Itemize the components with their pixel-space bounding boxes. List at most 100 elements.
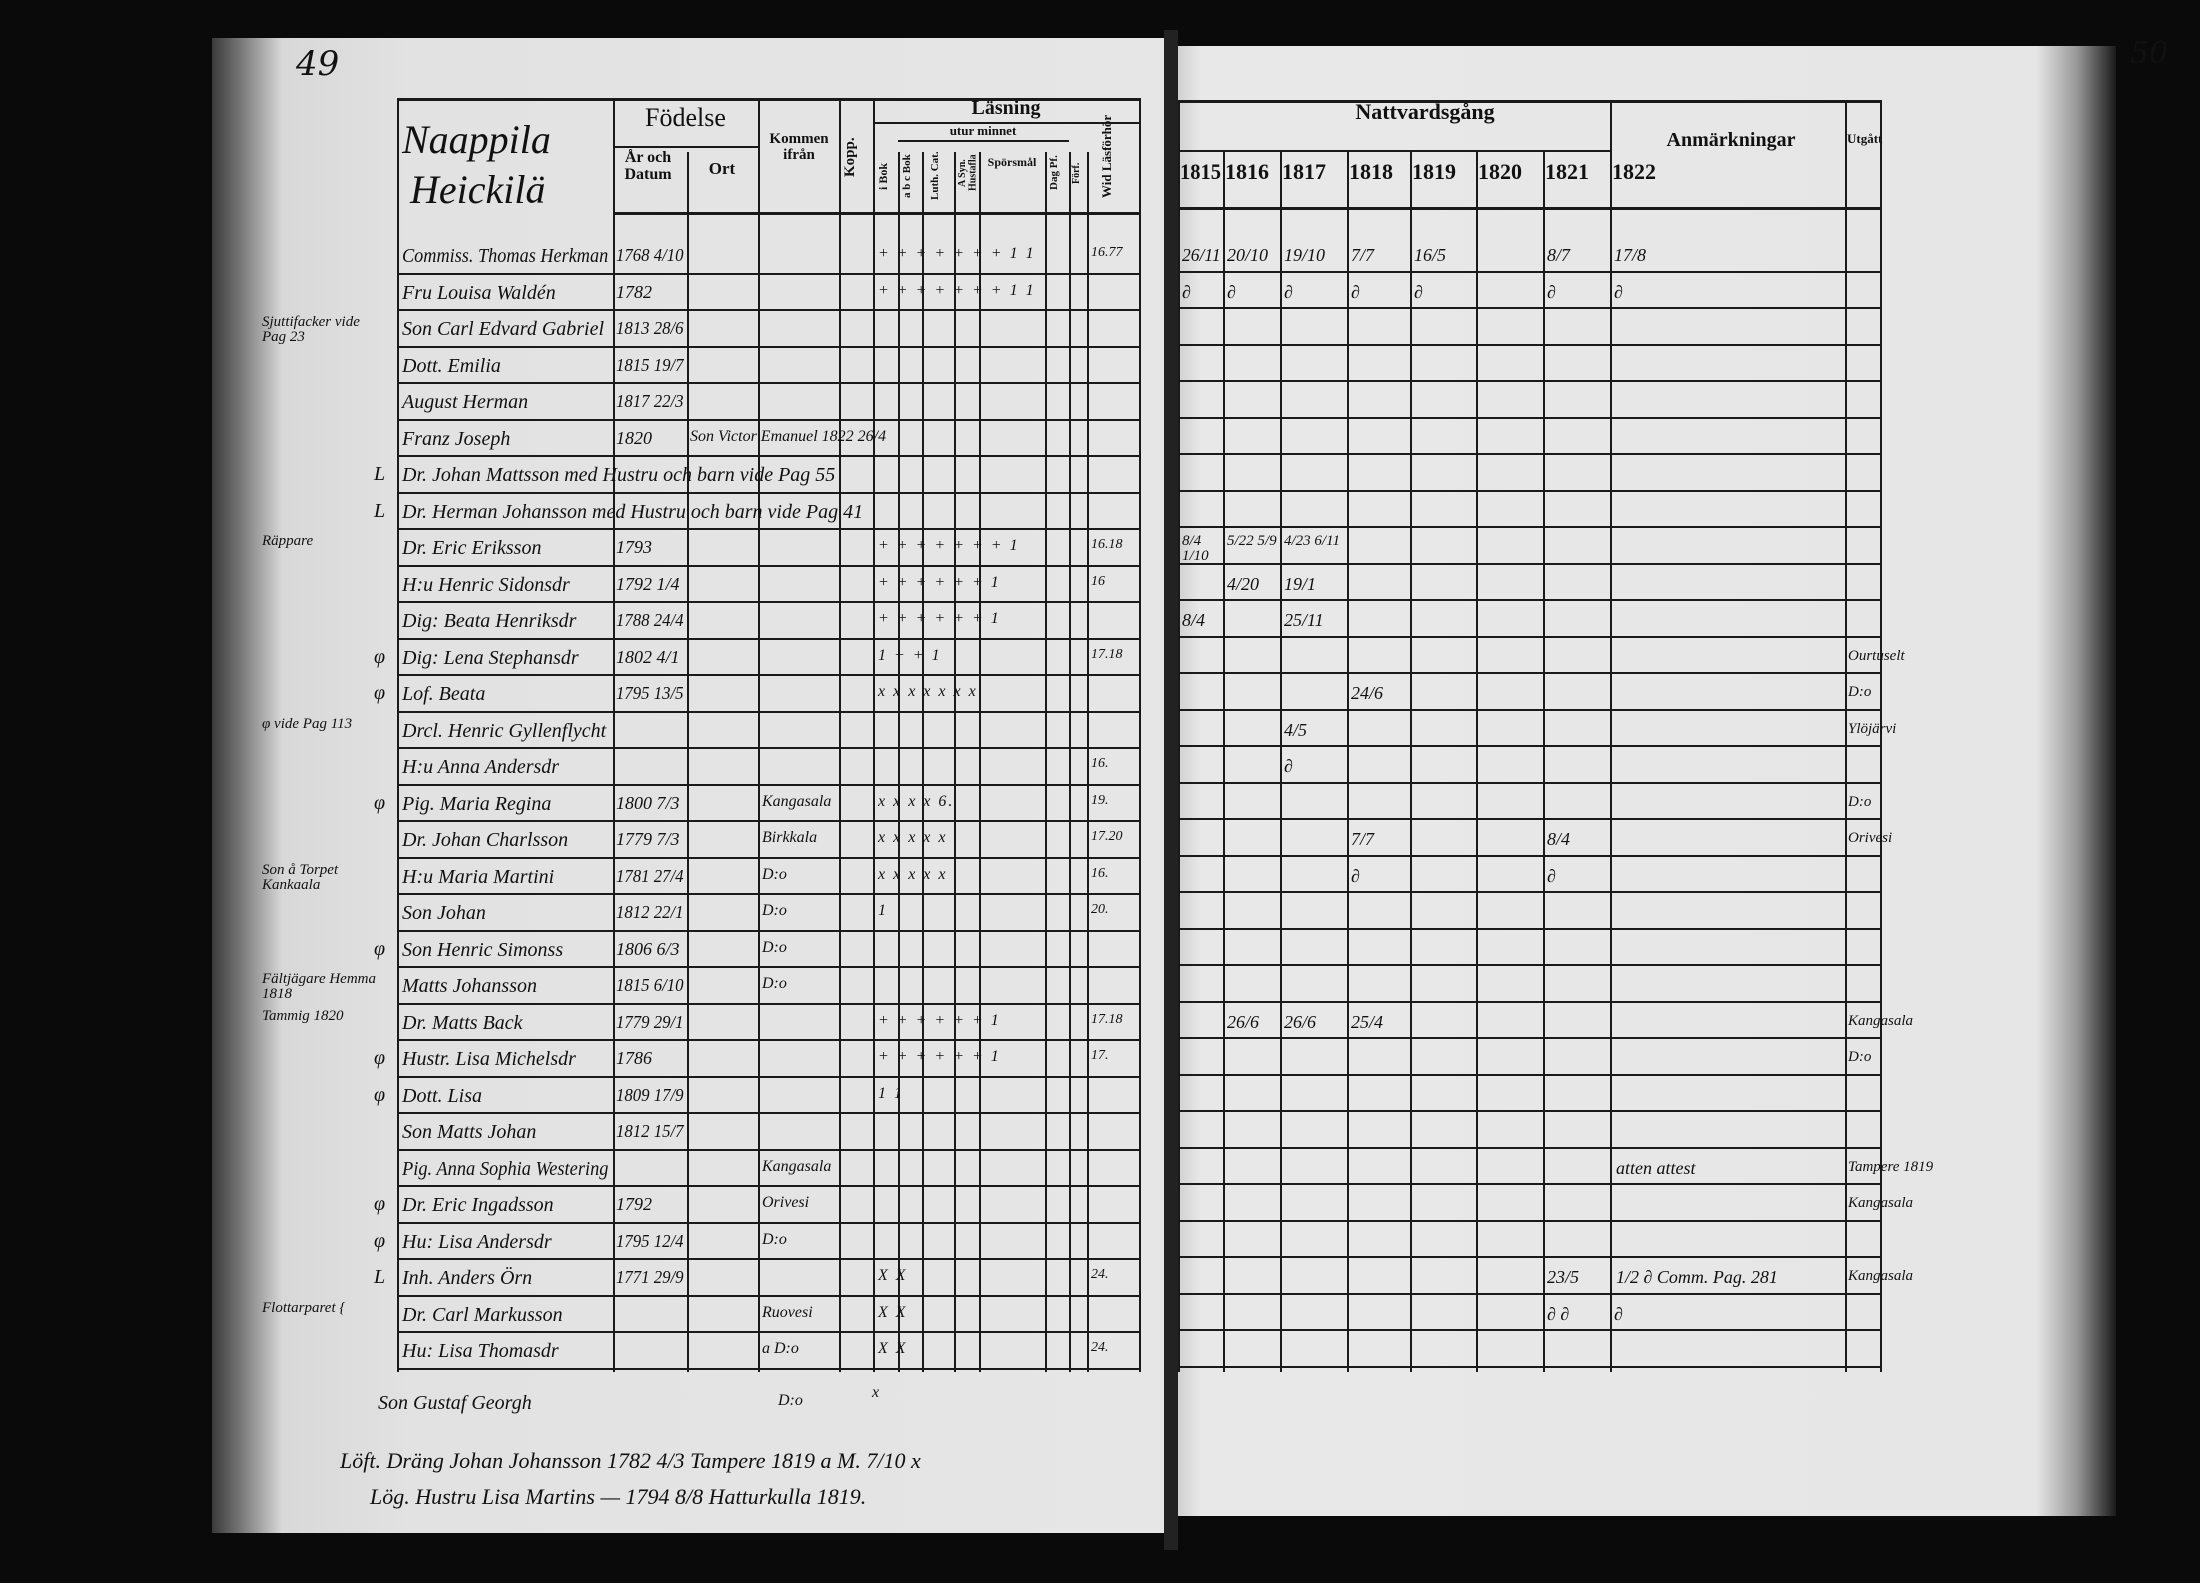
column-rule	[397, 98, 399, 1372]
row-rule	[397, 1258, 1141, 1260]
row-birth-date: 1813 28/6	[616, 318, 684, 338]
row-rule	[1178, 599, 1882, 601]
row-birth-date: 1781 27/4	[616, 865, 684, 886]
margin-note: L	[374, 499, 386, 522]
row-rule	[1178, 1037, 1882, 1039]
row-rule	[397, 418, 1141, 421]
row-rule	[397, 309, 1141, 311]
village-title-line1: Naappila	[402, 117, 551, 162]
header-year-1821: 1821	[1545, 159, 1589, 184]
row-rule	[1178, 964, 1882, 966]
row-last-column: 16.	[1091, 756, 1109, 771]
column-rule	[1223, 150, 1225, 1372]
row-birth-date: 1768 4/10	[616, 245, 684, 265]
row-birth-date: 1793	[616, 537, 652, 557]
column-rule	[687, 152, 689, 1372]
row-name: Hu: Lisa Thomasdr	[402, 1340, 559, 1362]
row-rule	[1178, 526, 1882, 528]
utgatt-note: Ourtuselt	[1848, 647, 1905, 664]
column-rule	[979, 152, 981, 1372]
row-rule	[1178, 927, 1882, 930]
row-rule	[1178, 1256, 1882, 1258]
row-rule	[1178, 416, 1882, 419]
header-year-1820: 1820	[1478, 159, 1522, 184]
column-rule	[1410, 150, 1412, 1372]
row-last-column: 24.	[1091, 1267, 1109, 1282]
communion-date: 8/4	[1547, 829, 1571, 849]
row-rule	[1178, 1292, 1882, 1295]
communion-date: 26/6	[1284, 1011, 1317, 1032]
column-rule	[1178, 100, 1180, 1372]
row-name: Dr. Johan Mattsson med Hustru och barn v…	[402, 464, 836, 486]
row-rule	[397, 783, 1141, 786]
row-name: Dr. Eric Ingadsson	[402, 1194, 554, 1216]
row-birth-date: 1809 17/9	[616, 1084, 684, 1105]
communion-date: 8/4 1/10	[1182, 533, 1209, 564]
column-rule	[1139, 98, 1141, 1372]
row-last-column: 19.	[1091, 792, 1109, 808]
footer-note-1: Löft. Dräng Johan Johansson 1782 4/3 Tam…	[340, 1448, 921, 1473]
row-name: Son Matts Johan	[402, 1121, 537, 1143]
row-rule	[1178, 453, 1882, 455]
column-rule	[1069, 152, 1071, 1372]
row-last-column: 16.	[1091, 865, 1109, 881]
column-rule	[1880, 100, 1882, 1372]
row-rule	[397, 601, 1141, 603]
row-name: Lof. Beata	[402, 683, 486, 705]
row-rule	[397, 345, 1141, 348]
column-rule	[613, 98, 615, 1372]
row-rule	[397, 893, 1141, 895]
row-birth-date: 1779 29/1	[616, 1011, 684, 1032]
communion-date: ∂	[1227, 281, 1236, 302]
row-rule	[1178, 818, 1882, 820]
book-gutter	[1164, 30, 1178, 1550]
utgatt-note: Tampere 1819	[1848, 1158, 1934, 1175]
row-last-column: 17.18	[1091, 1011, 1123, 1027]
row-name: Hu: Lisa Andersdr	[402, 1230, 552, 1253]
row-reading-marks: + + + + + + 1	[878, 1011, 1001, 1029]
communion-date: 26/6	[1227, 1011, 1260, 1032]
utgatt-note: D:o	[1848, 684, 1872, 700]
row-reading-marks: 1 1	[878, 1084, 904, 1102]
row-reading-marks: x x x x x	[878, 865, 948, 883]
margin-note: φ	[374, 791, 386, 814]
column-rule	[1087, 152, 1089, 1372]
row-rule	[1178, 1146, 1882, 1149]
row-last-column: 24.	[1091, 1340, 1109, 1355]
row-rule	[1178, 307, 1882, 309]
village-title-line2: Heickilä	[410, 167, 546, 212]
row-last-column: 17.	[1091, 1048, 1109, 1063]
header-year-1818: 1818	[1349, 159, 1393, 184]
header-ort: Ort	[708, 159, 736, 178]
row-from: a D:o	[762, 1340, 799, 1357]
row-rule	[1178, 380, 1882, 382]
header-fodelse: Födelse	[645, 103, 726, 132]
communion-date: 5/22 5/9	[1227, 533, 1277, 549]
row-name: Son Carl Edvard Gabriel	[402, 318, 605, 340]
row-rule	[397, 820, 1141, 822]
row-birth-date: 1802 4/1	[616, 646, 680, 667]
row-birth-date: 1815 19/7	[616, 354, 684, 375]
row-reading-marks: X X	[878, 1303, 908, 1321]
row-rule	[1178, 1219, 1882, 1222]
communion-date: 17/8	[1614, 245, 1647, 265]
communion-date: 4/23 6/11	[1284, 533, 1340, 549]
communion-date: ∂ ∂	[1547, 1303, 1570, 1324]
header-anmarkningar: Anmärkningar	[1666, 129, 1796, 151]
row-name: H:u Henric Sidonsdr	[402, 573, 570, 596]
row-from: Kangasala	[762, 1157, 832, 1175]
communion-date: 19/1	[1284, 573, 1317, 594]
communion-date: 23/5	[1547, 1267, 1580, 1287]
row-name: Inh. Anders Örn	[402, 1267, 533, 1289]
row-last-column: 17.20	[1091, 829, 1123, 844]
row-name: Pig. Maria Regina	[402, 792, 552, 815]
row-rule	[1178, 1183, 1882, 1185]
column-rule	[1280, 150, 1282, 1372]
communion-date: 4/20	[1227, 573, 1260, 594]
header-last-column: Wid Läsförhör	[1099, 114, 1114, 198]
row-last-column: 20.	[1091, 902, 1109, 917]
row-from: D:o	[762, 975, 787, 992]
below-table-from: D:o	[778, 1392, 803, 1409]
header-utgatt: Utgått	[1847, 131, 1883, 146]
row-rule	[397, 1039, 1141, 1041]
